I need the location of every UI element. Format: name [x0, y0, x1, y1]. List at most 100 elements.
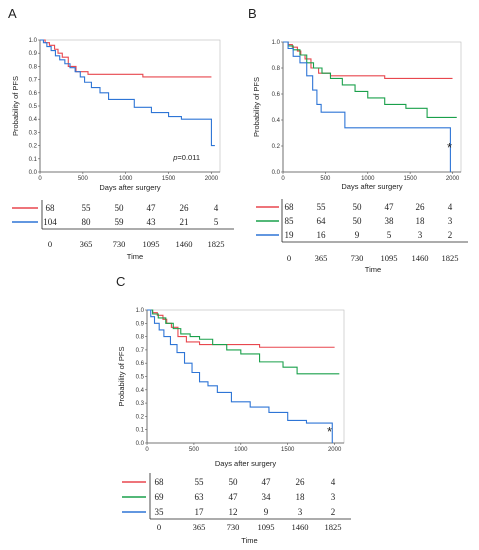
km-curve-series-2 — [40, 39, 215, 147]
risk-table-xlabel: Time — [365, 265, 381, 274]
risk-table-cell: 26 — [180, 203, 190, 213]
risk-table-cell: 47 — [385, 202, 395, 212]
panel-c: C0.00.10.20.30.40.50.60.70.80.91.00 500 10… — [116, 274, 351, 545]
risk-table-cell: 38 — [385, 216, 395, 226]
significance-marker: * — [327, 424, 332, 439]
x-tick-label: 2000 — [205, 176, 219, 182]
x-tick-label: 500 — [189, 447, 200, 453]
y-tick-label: 0.0 — [272, 170, 281, 176]
panel-label: C — [116, 274, 125, 289]
x-tick-label: 1000 — [119, 176, 133, 182]
risk-table-cell: 68 — [285, 202, 295, 212]
x-tick-label: 1500 — [281, 447, 295, 453]
y-axis-label: Probability of PFS — [117, 346, 126, 406]
y-tick-label: 0.6 — [136, 361, 145, 367]
y-axis-label: Probability of PFS — [11, 76, 20, 136]
km-curve-series-2 — [147, 309, 340, 375]
y-tick-label: 0.3 — [29, 130, 38, 136]
km-curve-series-2 — [283, 41, 457, 118]
panel-label: A — [8, 6, 17, 21]
risk-table-cell: 85 — [285, 216, 295, 226]
x-tick-label: 2000 — [328, 447, 342, 453]
risk-time-label: 1460 — [412, 253, 429, 263]
risk-time-label: 365 — [80, 239, 93, 249]
risk-table-cell: 55 — [317, 202, 327, 212]
panel-a: A0.00.10.20.30.40.50.60.70.80.91.00 500 10… — [8, 6, 234, 261]
y-tick-label: 0.6 — [272, 92, 281, 98]
y-tick-label: 1.0 — [29, 38, 38, 44]
km-curve-series-1 — [147, 309, 335, 348]
x-tick-label: 2000 — [446, 176, 460, 182]
km-curve-series-3 — [283, 41, 451, 172]
risk-table-cell: 2 — [331, 507, 336, 517]
risk-time-label: 0 — [48, 239, 52, 249]
p-value-annotation: p=0.011 — [172, 153, 200, 162]
risk-time-label: 1825 — [325, 522, 342, 532]
km-curve-series-1 — [40, 39, 212, 78]
p-value-value: =0.011 — [177, 153, 200, 162]
risk-table-cell: 4 — [214, 203, 219, 213]
risk-table-cell: 68 — [155, 477, 165, 487]
risk-table-cell: 3 — [418, 230, 423, 240]
x-tick-label: 0 — [38, 176, 42, 182]
risk-table-cell: 43 — [147, 217, 157, 227]
panel-b: B0.00.20.40.60.81.00 500 1000 1500 2000Days … — [248, 6, 468, 274]
risk-table-cell: 4 — [331, 477, 336, 487]
x-tick-label: 1500 — [403, 176, 417, 182]
risk-table-cell: 50 — [115, 203, 125, 213]
x-tick-label: 500 — [320, 176, 331, 182]
risk-table-cell: 5 — [387, 230, 392, 240]
risk-time-label: 730 — [351, 253, 364, 263]
risk-table-cell: 5 — [214, 217, 219, 227]
risk-time-label: 1460 — [176, 239, 193, 249]
risk-table-cell: 2 — [448, 230, 453, 240]
y-tick-label: 0.8 — [29, 64, 38, 70]
risk-time-label: 1095 — [381, 253, 398, 263]
y-tick-label: 0.0 — [136, 441, 145, 447]
risk-table-cell: 12 — [229, 507, 238, 517]
risk-time-label: 365 — [315, 253, 328, 263]
risk-table-cell: 18 — [296, 492, 306, 502]
risk-time-label: 365 — [193, 522, 206, 532]
risk-table-cell: 47 — [262, 477, 272, 487]
risk-time-label: 1460 — [292, 522, 309, 532]
risk-table-cell: 50 — [353, 202, 363, 212]
x-tick-label: 1500 — [162, 176, 176, 182]
risk-time-label: 730 — [227, 522, 240, 532]
risk-time-label: 1825 — [442, 253, 459, 263]
y-tick-label: 0.7 — [29, 78, 38, 84]
risk-table-cell: 68 — [46, 203, 56, 213]
y-tick-label: 0.4 — [29, 117, 38, 123]
risk-table-cell: 9 — [355, 230, 360, 240]
risk-time-label: 0 — [287, 253, 291, 263]
y-tick-label: 0.6 — [29, 91, 38, 97]
y-tick-label: 0.0 — [29, 170, 38, 176]
risk-table-cell: 17 — [195, 507, 205, 517]
risk-time-label: 730 — [113, 239, 126, 249]
y-tick-label: 0.1 — [29, 157, 38, 163]
y-tick-label: 0.5 — [29, 104, 38, 110]
risk-table-cell: 47 — [147, 203, 157, 213]
y-tick-label: 0.8 — [272, 66, 281, 72]
risk-table-cell: 35 — [155, 507, 165, 517]
risk-table-cell: 55 — [195, 477, 205, 487]
risk-table-cell: 4 — [448, 202, 453, 212]
x-tick-label: 500 — [78, 176, 89, 182]
y-tick-label: 0.9 — [136, 321, 145, 327]
risk-table-cell: 34 — [262, 492, 272, 502]
y-tick-label: 0.7 — [136, 348, 145, 354]
risk-table-xlabel: Time — [241, 536, 257, 545]
y-tick-label: 0.2 — [29, 144, 38, 150]
risk-table-cell: 64 — [317, 216, 327, 226]
risk-table-cell: 16 — [317, 230, 327, 240]
risk-time-label: 1095 — [258, 522, 275, 532]
x-axis-label: Days after surgery — [341, 182, 403, 191]
y-axis-label: Probability of PFS — [252, 77, 261, 137]
x-tick-label: 0 — [281, 176, 285, 182]
risk-table-cell: 55 — [82, 203, 92, 213]
significance-marker: * — [447, 140, 452, 155]
y-tick-label: 0.4 — [272, 118, 281, 124]
risk-table-cell: 69 — [155, 492, 165, 502]
risk-table-cell: 19 — [285, 230, 295, 240]
